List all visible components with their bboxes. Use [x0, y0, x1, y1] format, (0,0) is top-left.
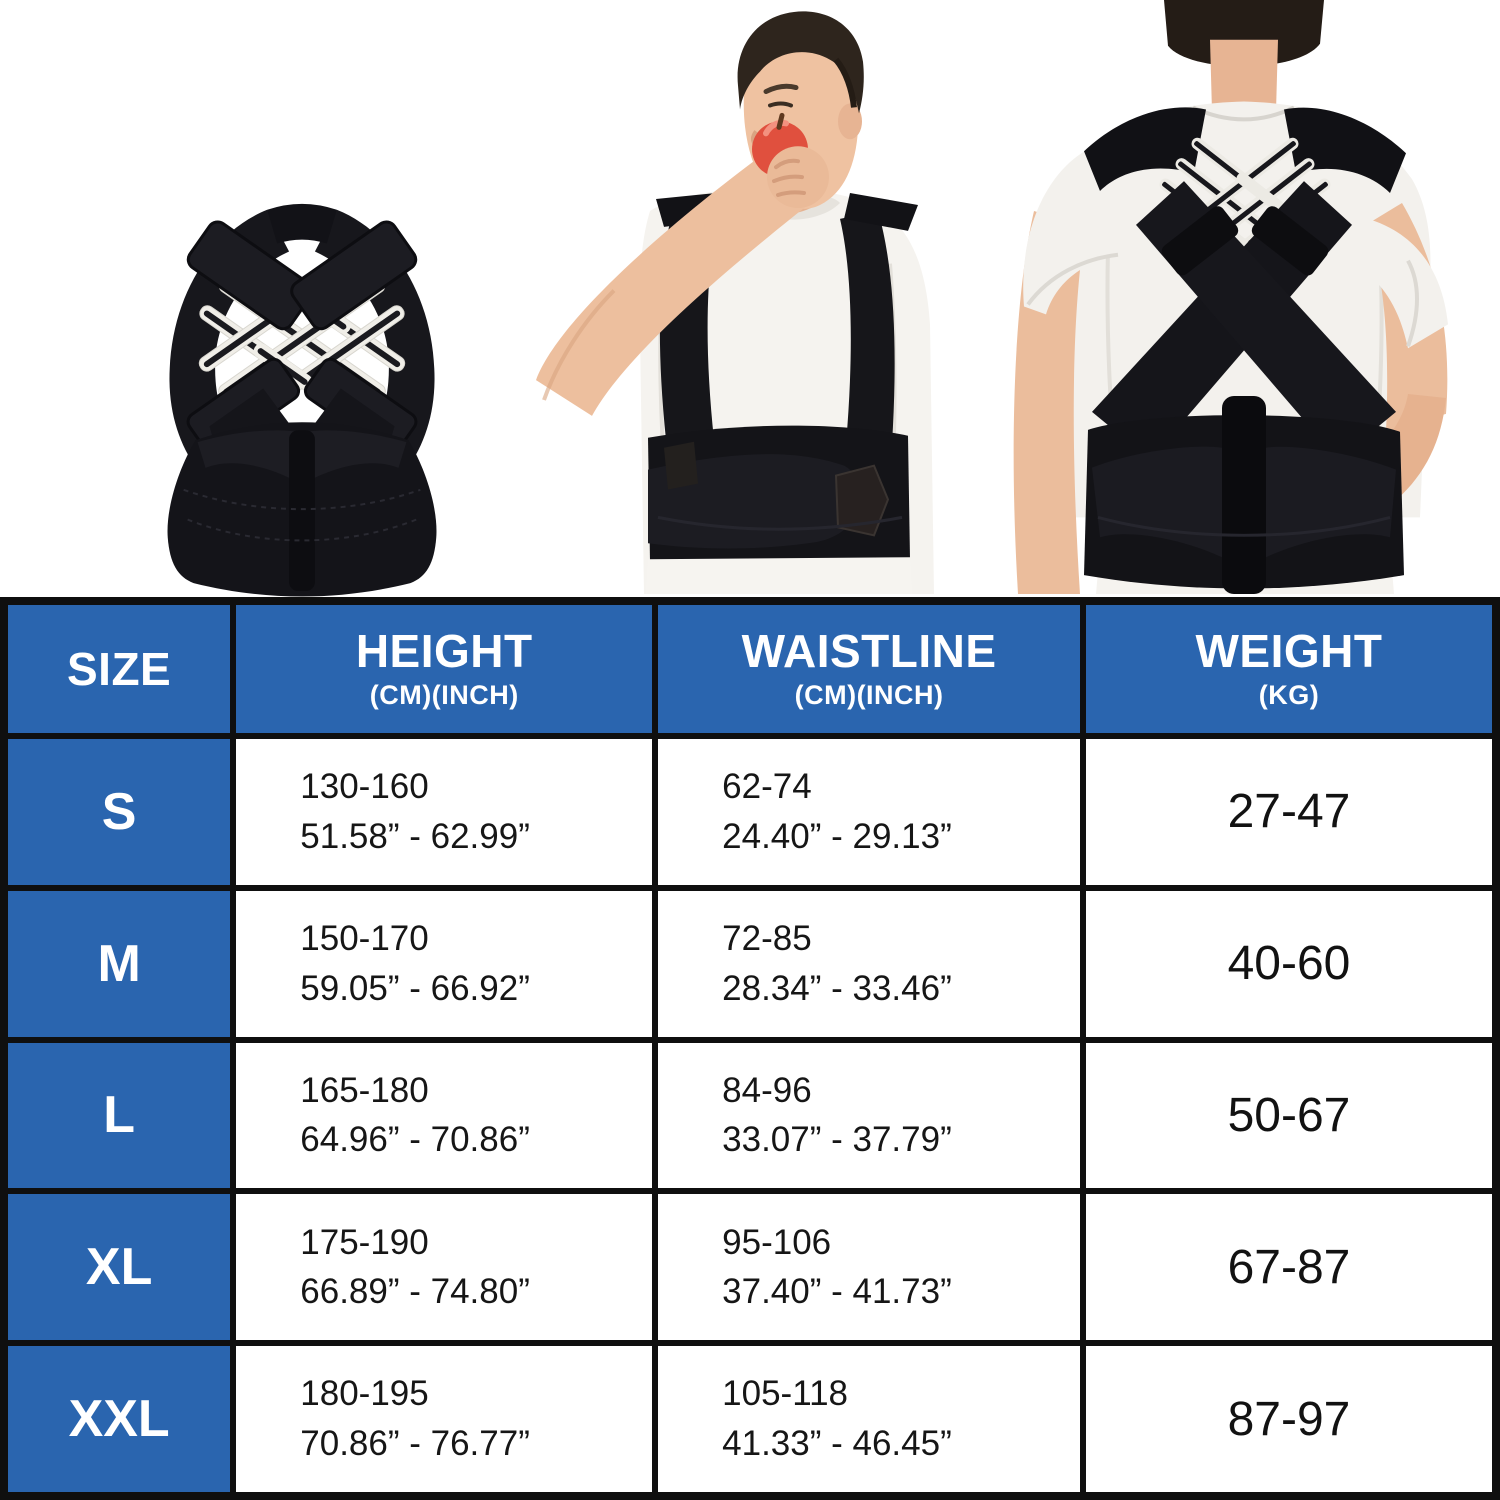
weight-cell: 87-97	[1085, 1346, 1492, 1492]
waistline-cell: 72-85 28.34” - 33.46”	[658, 890, 1080, 1037]
size-label-cell: XL	[8, 1194, 231, 1341]
column-header-label: HEIGHT	[355, 625, 533, 678]
weight-cell: 50-67	[1085, 1042, 1492, 1189]
column-header-label: SIZE	[67, 642, 172, 695]
column-header-sub: (CM)(INCH)	[794, 679, 944, 710]
waist-inch: 28.34” - 33.46”	[722, 968, 952, 1008]
height-cell: 175-190 66.89” - 74.80”	[236, 1194, 653, 1341]
size-label-cell: L	[8, 1042, 231, 1189]
waist-cm: 72-85	[722, 919, 812, 958]
weight-cell: 27-47	[1085, 739, 1492, 885]
height-cm: 130-160	[300, 767, 429, 807]
height-cm: 150-170	[300, 919, 429, 958]
column-header-size: SIZE	[8, 605, 231, 733]
waistline-cell: 95-106 37.40” - 41.73”	[658, 1194, 1080, 1341]
size-label-cell: XXL	[8, 1346, 231, 1492]
waist-inch: 24.40” - 29.13”	[722, 816, 952, 856]
waist-cm: 84-96	[722, 1070, 812, 1110]
model-front-photo	[536, 11, 934, 595]
hero-photos	[0, 0, 1500, 597]
height-cell: 180-195 70.86” - 76.77”	[236, 1346, 653, 1492]
size-chart-table: SIZE HEIGHT (CM)(INCH) WAISTLINE (CM)(IN…	[0, 597, 1500, 1500]
waist-inch: 33.07” - 37.79”	[722, 1120, 952, 1160]
waist-cm: 105-118	[722, 1374, 849, 1414]
column-header-waistline: WAISTLINE (CM)(INCH)	[658, 605, 1080, 733]
height-inch: 59.05” - 66.92”	[300, 968, 530, 1008]
weight-cell: 40-60	[1085, 890, 1492, 1037]
weight-cell: 67-87	[1085, 1194, 1492, 1341]
height-cm: 180-195	[300, 1374, 429, 1414]
size-label-cell: S	[8, 739, 231, 885]
height-inch: 64.96” - 70.86”	[300, 1120, 530, 1160]
height-inch: 51.58” - 62.99”	[300, 816, 530, 856]
height-inch: 70.86” - 76.77”	[300, 1424, 530, 1464]
waist-inch: 37.40” - 41.73”	[722, 1272, 952, 1312]
size-label-cell: M	[8, 890, 231, 1037]
column-header-sub: (CM)(INCH)	[369, 679, 519, 710]
height-cell: 130-160 51.58” - 62.99”	[236, 739, 653, 885]
column-header-label: WAISTLINE	[741, 625, 997, 678]
height-cell: 165-180 64.96” - 70.86”	[236, 1042, 653, 1189]
column-header-label: WEIGHT	[1195, 625, 1383, 678]
height-cm: 165-180	[300, 1070, 429, 1110]
height-cm: 175-190	[300, 1222, 429, 1262]
waist-inch: 41.33” - 46.45”	[722, 1424, 952, 1464]
height-cell: 150-170 59.05” - 66.92”	[236, 890, 653, 1037]
waistline-cell: 84-96 33.07” - 37.79”	[658, 1042, 1080, 1189]
posture-corrector-product-photo	[167, 203, 437, 597]
model-back-photo	[1013, 0, 1448, 595]
column-header-weight: WEIGHT (KG)	[1085, 605, 1492, 733]
column-header-height: HEIGHT (CM)(INCH)	[236, 605, 653, 733]
waistline-cell: 105-118 41.33” - 46.45”	[658, 1346, 1080, 1492]
height-inch: 66.89” - 74.80”	[300, 1272, 530, 1312]
waist-cm: 62-74	[722, 767, 812, 807]
waist-cm: 95-106	[722, 1222, 832, 1262]
column-header-sub: (KG)	[1258, 679, 1320, 710]
waistline-cell: 62-74 24.40” - 29.13”	[658, 739, 1080, 885]
